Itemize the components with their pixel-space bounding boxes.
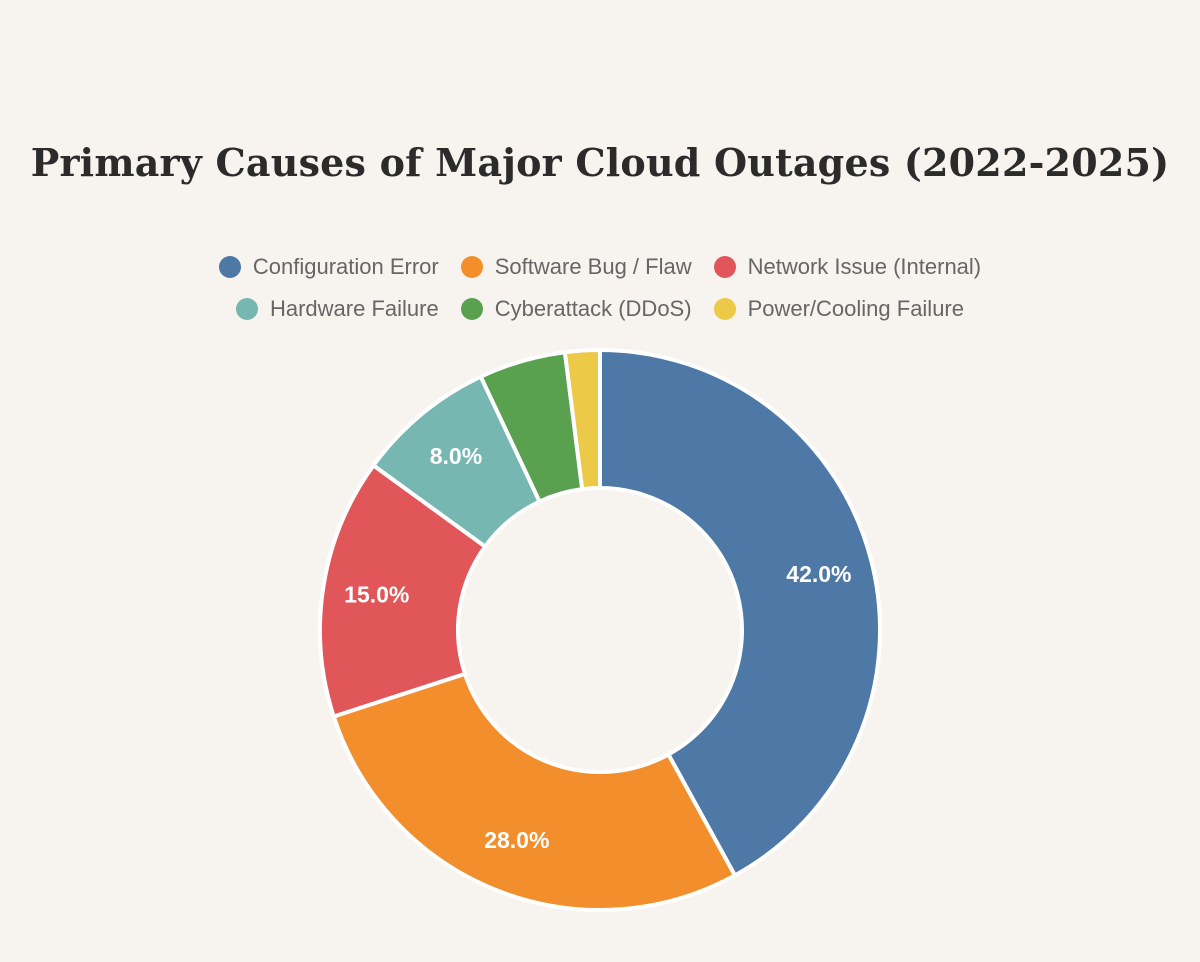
legend-row: Configuration Error Software Bug / Flaw … — [0, 250, 1200, 284]
slice-data-label: 28.0% — [484, 827, 549, 853]
slice-data-label: 15.0% — [344, 582, 409, 608]
donut-slice-power-cooling-failure[interactable] — [562, 348, 602, 492]
legend-swatch-icon — [218, 256, 241, 278]
donut-slice-configuration-error[interactable] — [598, 348, 882, 878]
slice-data-label: 42.0% — [786, 561, 851, 587]
legend-swatch-icon — [235, 298, 258, 320]
donut-slice-network-issue-internal[interactable] — [318, 463, 488, 719]
legend-item-configuration-error[interactable]: Configuration Error — [218, 254, 439, 280]
legend-item-power-cooling-failure[interactable]: Power/Cooling Failure — [713, 296, 964, 322]
legend-label: Cyberattack (DDoS) — [494, 296, 692, 321]
legend-item-cyberattack[interactable]: Cyberattack (DDoS) — [460, 296, 692, 322]
chart-title: Primary Causes of Major Cloud Outages (2… — [30, 140, 1170, 185]
legend-label: Software Bug / Flaw — [494, 254, 692, 279]
legend-swatch-icon — [460, 256, 483, 278]
legend-item-hardware-failure[interactable]: Hardware Failure — [235, 296, 439, 322]
legend-row: Hardware Failure Cyberattack (DDoS) Powe… — [0, 292, 1200, 326]
legend-label: Network Issue (Internal) — [747, 254, 982, 279]
legend-item-network-issue[interactable]: Network Issue (Internal) — [713, 254, 982, 280]
legend-label: Configuration Error — [252, 254, 439, 279]
legend-label: Hardware Failure — [269, 296, 439, 321]
legend-swatch-icon — [460, 298, 483, 320]
slice-data-label: 8.0% — [430, 443, 482, 469]
chart-legend: Configuration Error Software Bug / Flaw … — [0, 250, 1200, 334]
legend-swatch-icon — [713, 298, 736, 320]
legend-item-software-bug[interactable]: Software Bug / Flaw — [460, 254, 692, 280]
legend-label: Power/Cooling Failure — [747, 296, 964, 321]
donut-slice-software-bug-flaw[interactable] — [331, 671, 737, 912]
legend-swatch-icon — [713, 256, 736, 278]
